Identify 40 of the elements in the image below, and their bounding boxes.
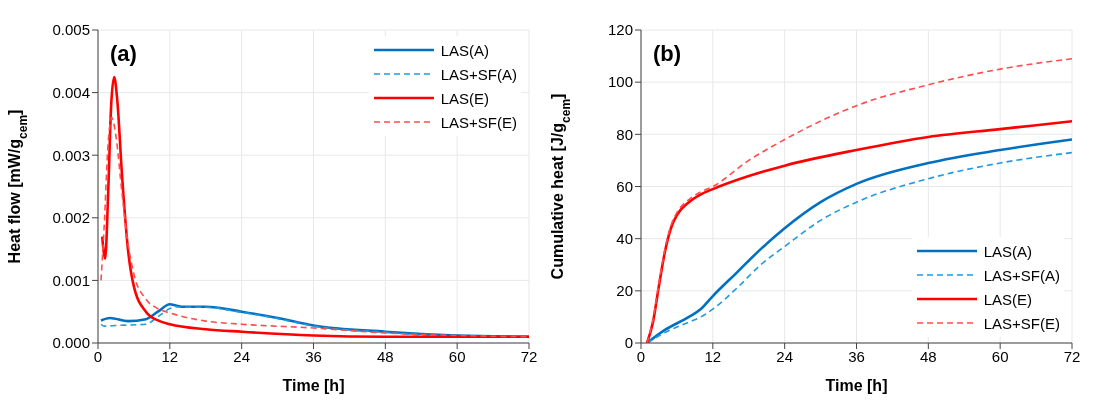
legend-label: LAS+SF(E) (440, 113, 517, 131)
x-tick-label: 36 (848, 347, 865, 365)
x-tick-label: 60 (448, 347, 466, 365)
line-series (100, 116, 529, 338)
legend-label: LAS(A) (440, 41, 490, 59)
y-tick-label: 40 (616, 229, 633, 247)
x-tick-label: 36 (305, 347, 322, 365)
legend-label: LAS+SF(E) (983, 314, 1060, 332)
y-tick-label: 0.005 (52, 21, 90, 39)
annotation: (b) (653, 41, 682, 66)
x-tick-label: 24 (233, 347, 251, 365)
x-tick-label: 48 (376, 347, 394, 365)
y-tick-label: 0 (624, 334, 633, 352)
y-tick-label: 0.004 (52, 83, 90, 101)
x-tick-label: 24 (776, 347, 794, 365)
x-tick-label: 12 (161, 347, 179, 365)
legend-label: LAS(E) (983, 290, 1033, 308)
y-tick-label: 0.001 (52, 271, 90, 289)
x-axis-title: Time [h] (282, 377, 345, 394)
x-tick-label: 60 (991, 347, 1009, 365)
y-tick-label: 20 (616, 282, 633, 300)
y-tick-label: 80 (616, 125, 633, 143)
y-tick-label: 0.003 (52, 146, 90, 164)
y-tick-label: 60 (616, 177, 633, 195)
y-tick-label: 0.002 (52, 209, 90, 227)
legend-label: LAS+SF(A) (440, 65, 517, 83)
x-axis-title: Time [h] (825, 377, 888, 394)
annotation: (a) (110, 41, 137, 66)
legend-label: LAS(E) (440, 89, 490, 107)
x-tick-label: 12 (704, 347, 722, 365)
x-tick-label: 0 (93, 347, 103, 365)
x-tick-label: 72 (1063, 347, 1081, 365)
x-tick-label: 0 (636, 347, 646, 365)
x-tick-label: 48 (919, 347, 937, 365)
x-tick-label: 72 (520, 347, 538, 365)
y-tick-label: 120 (607, 21, 633, 39)
y-tick-label: 0.000 (52, 334, 90, 352)
legend-label: LAS+SF(A) (983, 266, 1060, 284)
y-tick-label: 100 (607, 73, 633, 91)
legend-label: LAS(A) (983, 242, 1033, 260)
